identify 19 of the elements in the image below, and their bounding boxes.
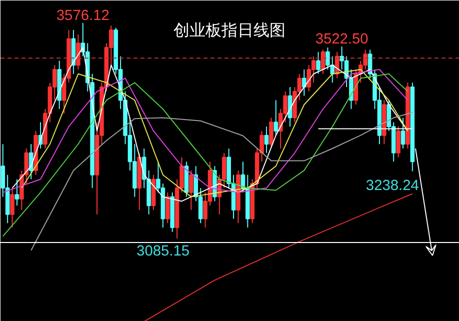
candlestick	[396, 126, 400, 158]
candlestick	[316, 51, 320, 74]
candlestick	[349, 68, 354, 110]
candlestick	[76, 34, 80, 70]
candlestick	[302, 68, 306, 96]
candlestick	[165, 192, 170, 224]
candlestick	[14, 178, 20, 206]
candlestick	[180, 156, 184, 193]
candlestick	[274, 100, 278, 136]
annotation: 3238.24	[366, 178, 419, 194]
candlestick	[10, 188, 14, 228]
annotation: 3576.12	[56, 8, 110, 24]
annotation: 3522.50	[315, 31, 368, 48]
annotation: 3085.15	[136, 243, 190, 260]
candlestick	[264, 126, 269, 154]
chart-title: 创业板指日线图	[174, 20, 286, 40]
candlestick	[269, 117, 274, 150]
candlestick	[189, 170, 194, 210]
candlestick	[400, 117, 406, 150]
